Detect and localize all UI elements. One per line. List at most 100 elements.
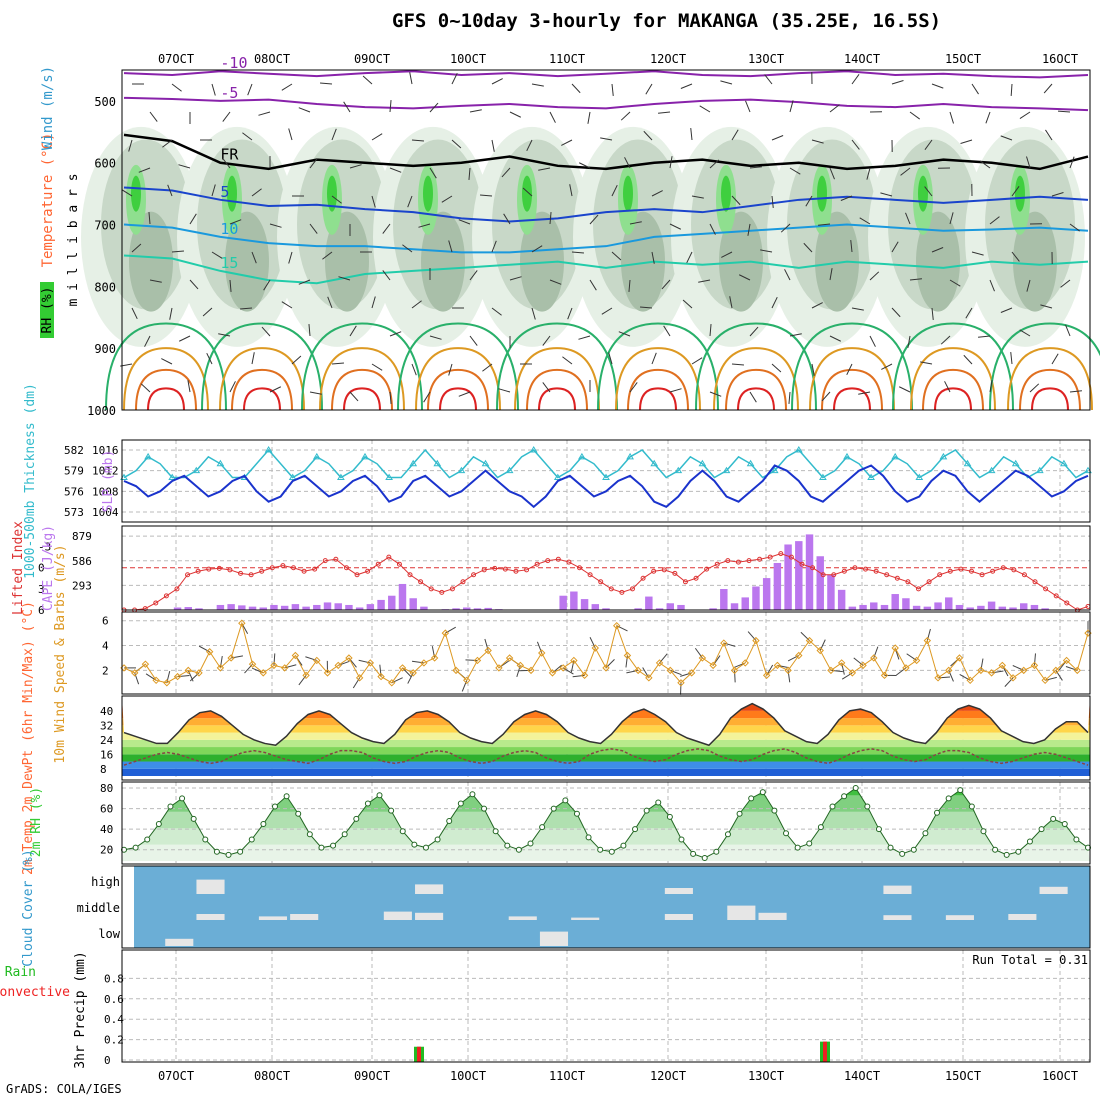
chart-title: GFS 0~10day 3-hourly for MAKANGA (35.25E… (392, 10, 942, 32)
wind-barb (698, 279, 711, 283)
wind-point (248, 660, 257, 668)
wind-point (216, 664, 225, 672)
precip-conv-bar (823, 1041, 827, 1062)
wind-point (323, 669, 332, 677)
cape-bar (634, 608, 642, 610)
wind-barb (924, 186, 933, 197)
wind-barb (811, 363, 815, 376)
rh-shade (522, 175, 532, 212)
cloud-bg (134, 866, 1090, 948)
wind-tick: 6 (102, 615, 109, 628)
li-point (746, 558, 752, 564)
thickness-point (602, 473, 610, 481)
thickness-point (337, 473, 345, 481)
cape-bar (313, 604, 321, 610)
rh-point (864, 803, 871, 810)
isotherm-line (123, 186, 1089, 223)
wind-barb (909, 111, 921, 120)
rh-point (968, 803, 975, 810)
dewpt-line (123, 748, 1089, 766)
wind-point (677, 679, 685, 687)
li-point (1011, 567, 1017, 573)
wind-axis-label: Wind (m/s) (40, 66, 56, 150)
wind-barb (643, 130, 653, 141)
rh-tick: 60 (100, 803, 113, 816)
cape-bar (859, 604, 867, 610)
isotherm-line (123, 70, 1089, 79)
wind-point (709, 661, 717, 670)
rh-point (1026, 838, 1033, 845)
panel-frame-upper (121, 69, 1091, 411)
thickness-point (987, 466, 996, 474)
thickness-point (1035, 466, 1044, 474)
wind-point (591, 644, 599, 652)
wind-point (238, 619, 246, 627)
cape-bar (238, 605, 246, 610)
li-point (545, 558, 551, 564)
rh-point (957, 787, 964, 794)
li-point (216, 565, 222, 571)
wind-barb (549, 111, 556, 123)
cloud-block (883, 885, 912, 894)
wind-barb (691, 357, 703, 365)
wind-barb (731, 363, 744, 366)
thickness-point (722, 466, 731, 474)
wind-barb (161, 358, 173, 365)
wind-barb (222, 158, 231, 169)
wind-barb (628, 279, 631, 292)
wind-point (1009, 674, 1017, 682)
thickness-point (1060, 459, 1068, 467)
wind-barb (349, 325, 357, 337)
wind-barb (920, 361, 933, 365)
rh-shade (325, 211, 369, 312)
li-point (619, 589, 625, 595)
wind-barb (803, 242, 813, 253)
li-point (884, 572, 890, 578)
rh-point (597, 846, 604, 853)
wind-barb (229, 219, 242, 225)
rh-point (922, 830, 929, 837)
wind-point (773, 661, 782, 670)
li-point (894, 575, 900, 581)
temperature-axis-label: Temperature (°C) (40, 133, 56, 268)
cloud-block (196, 914, 225, 920)
wind-point (1041, 676, 1049, 685)
li-tick: 6 (38, 604, 45, 617)
wind-barb (251, 188, 262, 197)
cape-bar (473, 608, 482, 610)
wind-barb (1026, 279, 1031, 292)
panel-frame-precip (121, 949, 1091, 1063)
cloud-block (508, 916, 537, 920)
wind-point (548, 669, 557, 677)
cape-bar (420, 606, 428, 610)
wind-barb (429, 102, 439, 113)
cape-bar (216, 604, 225, 610)
date-tick-top: 08OCT (254, 52, 290, 66)
rh-point (562, 797, 569, 804)
wind-point (463, 676, 471, 685)
cape-bar (1030, 604, 1039, 610)
wind-barb (851, 139, 860, 150)
wind-barb (148, 212, 151, 225)
wind-barb (729, 296, 733, 309)
rh-point (701, 854, 708, 861)
wind-barb (429, 167, 437, 179)
temp-tick: 24 (100, 734, 114, 747)
isotherm-arch (627, 368, 689, 411)
date-tick-bottom: 14OCT (844, 1069, 880, 1083)
wind-point (827, 666, 835, 675)
wind-barb (571, 83, 581, 94)
thickness-axis-label: 1000-500mb Thickness (dm) (23, 383, 38, 579)
rh-shade (817, 175, 827, 212)
panel-frame-temp (121, 695, 1091, 781)
isotherm-arch (809, 347, 895, 411)
wind-barb (418, 223, 431, 228)
rh-point (1003, 851, 1010, 858)
wind-barb (989, 380, 993, 393)
date-tick-bottom: 08OCT (254, 1069, 290, 1083)
wind-point (613, 621, 621, 630)
li-point (333, 556, 339, 562)
wind-barb (382, 270, 391, 281)
wind-barb (1040, 304, 1053, 309)
